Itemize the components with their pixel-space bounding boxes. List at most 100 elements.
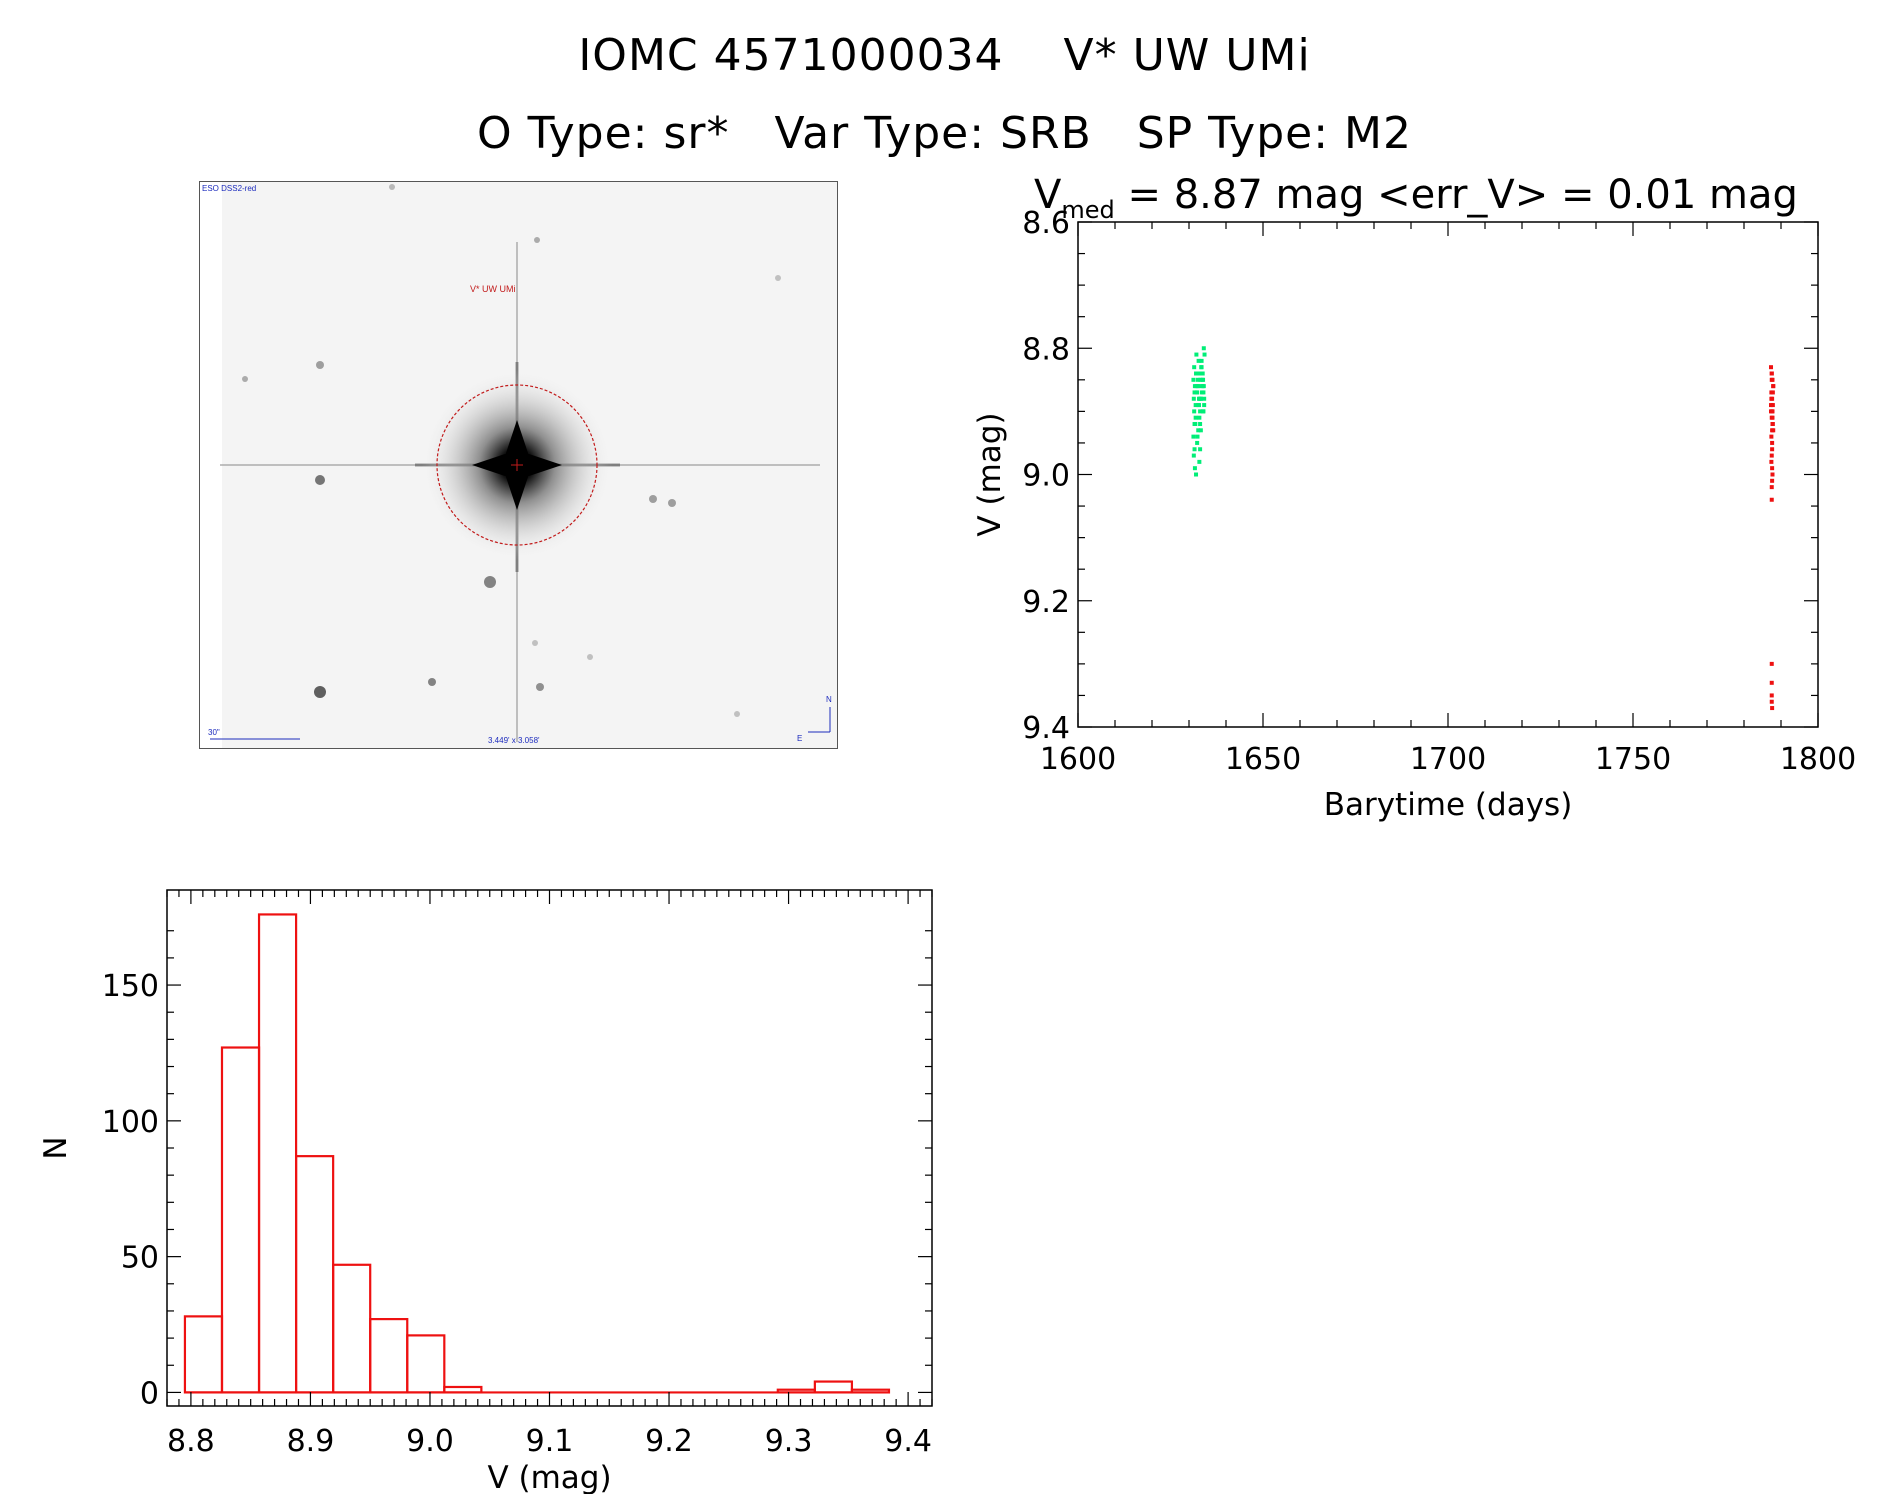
light-curve-chart: 1600 1650 1700 1750 1800 8.6 8.8 9.0 9.2 9.4 Baryt… [972, 172, 1856, 823]
survey-label: ESO DSS2-red [202, 184, 257, 193]
hist-bar [406, 1334, 446, 1394]
north-label: N [826, 695, 832, 704]
data-point-series-1 [1193, 403, 1198, 408]
x-axis-label: Barytime (days) [1324, 787, 1573, 823]
data-point-series-2 [1770, 706, 1775, 711]
y-tick-label: 9.2 [1022, 585, 1070, 620]
data-point-series-1 [1194, 390, 1199, 395]
hist-y-tick-label: 50 [121, 1241, 159, 1276]
hist-y-tick-label: 100 [102, 1105, 159, 1140]
data-point-series-1 [1197, 459, 1202, 464]
scale-label: 30" [208, 728, 220, 737]
hist-y-tick-label: 150 [102, 969, 159, 1004]
data-point-series-2 [1770, 415, 1775, 420]
data-point-series-1 [1193, 415, 1198, 420]
data-point-series-1 [1194, 384, 1199, 389]
data-point-series-1 [1198, 377, 1203, 382]
hist-bar [294, 1155, 335, 1394]
data-point-series-1 [1202, 396, 1207, 401]
plot-frame [1077, 221, 1819, 728]
hist-bar [183, 1315, 224, 1394]
hist-bar [813, 1380, 854, 1394]
x-tick-label: 1800 [1780, 742, 1856, 777]
data-point-series-2 [1770, 447, 1775, 452]
hist-frame [166, 889, 933, 1407]
data-point-series-2 [1770, 390, 1775, 395]
hist-bar [369, 1317, 409, 1394]
hist-bar [220, 1046, 261, 1394]
data-point-series-1 [1194, 472, 1199, 477]
data-point-series-2 [1770, 440, 1775, 445]
data-point-series-2 [1769, 693, 1774, 698]
title-rest: = 8.87 mag <err_V> = 0.01 mag [1115, 172, 1798, 218]
data-point-series-2 [1769, 680, 1774, 685]
data-point-series-2 [1770, 472, 1775, 477]
data-point-series-1 [1195, 371, 1200, 376]
data-point-series-2 [1771, 384, 1776, 389]
hist-x-axis-label: V (mag) [487, 1460, 611, 1494]
data-point-series-1 [1198, 409, 1203, 414]
x-tick-label: 1650 [1225, 742, 1301, 777]
data-point-series-1 [1199, 358, 1204, 363]
y-tick-label: 8.8 [1022, 332, 1070, 367]
data-point-series-1 [1197, 415, 1202, 420]
x-tick-label: 1600 [1040, 742, 1116, 777]
data-point-series-1 [1198, 422, 1203, 426]
y-tick-label: 9.0 [1022, 459, 1070, 494]
data-point-series-2 [1769, 459, 1774, 464]
hist-x-tick-label: 9.2 [645, 1424, 693, 1459]
data-point-series-2 [1769, 434, 1774, 439]
y-tick-label: 9.4 [1022, 711, 1070, 746]
data-point-series-2 [1769, 365, 1774, 370]
data-point-series-2 [1769, 453, 1774, 458]
data-point-series-2 [1770, 422, 1775, 426]
data-point-series-1 [1202, 403, 1207, 408]
hist-x-tick-label: 9.3 [765, 1424, 813, 1459]
data-point-series-1 [1196, 428, 1201, 433]
y-axis-label: V (mag) [972, 412, 1008, 536]
hist-x-tick-label: 9.4 [884, 1424, 932, 1459]
data-point-series-1 [1202, 352, 1207, 357]
data-point-series-1 [1201, 346, 1206, 351]
data-point-series-1 [1191, 377, 1196, 382]
hist-x-tick-label: 8.8 [167, 1424, 215, 1459]
data-point-series-1 [1199, 390, 1204, 395]
data-point-series-2 [1770, 428, 1775, 433]
data-point-series-1 [1191, 453, 1196, 458]
data-point-series-2 [1769, 661, 1774, 666]
title-v: V [1034, 172, 1062, 218]
east-label: E [797, 734, 803, 743]
target-label: V* UW UMi [470, 284, 516, 294]
y-tick-label: 8.6 [1022, 206, 1070, 241]
data-point-series-1 [1192, 390, 1197, 395]
data-point-series-2 [1770, 466, 1775, 471]
data-point-series-2 [1769, 497, 1774, 502]
data-point-series-1 [1199, 365, 1204, 370]
hist-x-tick-label: 9.1 [526, 1424, 574, 1459]
chart-title-line2: O Type: sr* Var Type: SRB SP Type: M2 [477, 108, 1412, 159]
data-point-series-2 [1769, 371, 1774, 376]
data-point-series-1 [1195, 440, 1200, 445]
chart-title-line1: IOMC 4571000034 V* UW UMi [578, 30, 1311, 81]
data-point-series-1 [1200, 371, 1205, 376]
sky-image-panel: ESO DSS2-red V* UW UMi 30" 3.449' x 3.05… [199, 181, 838, 749]
data-point-series-2 [1769, 396, 1774, 401]
data-point-series-2 [1770, 478, 1775, 483]
data-point-series-1 [1192, 422, 1197, 426]
x-tick-label: 1750 [1595, 742, 1671, 777]
data-point-series-1 [1191, 434, 1196, 439]
data-point-series-1 [1201, 409, 1206, 414]
data-point-series-1 [1196, 384, 1201, 389]
data-point-series-1 [1198, 447, 1203, 452]
data-point-series-1 [1191, 396, 1196, 401]
data-point-series-1 [1201, 377, 1206, 382]
data-point-series-1 [1195, 434, 1200, 439]
data-point-series-1 [1198, 428, 1203, 433]
data-point-series-1 [1196, 403, 1201, 408]
data-point-series-1 [1192, 409, 1197, 414]
data-point-series-1 [1195, 377, 1200, 382]
title-subscript: med [1061, 196, 1114, 224]
data-point-series-1 [1194, 352, 1199, 357]
data-point-series-1 [1196, 358, 1201, 363]
hist-bar [257, 913, 298, 1394]
